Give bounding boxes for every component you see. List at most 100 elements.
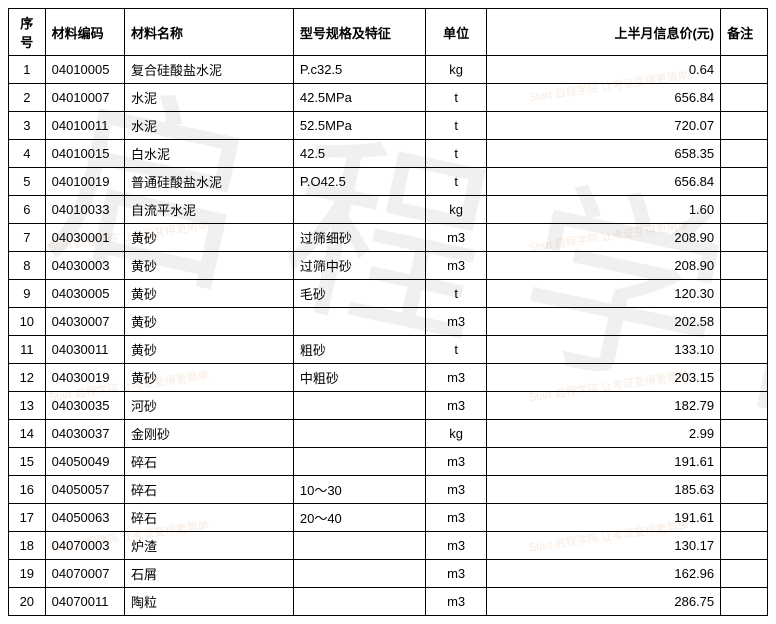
cell-note bbox=[721, 196, 768, 224]
cell-price: 133.10 bbox=[487, 336, 721, 364]
cell-code: 04050057 bbox=[45, 476, 124, 504]
cell-seq: 10 bbox=[9, 308, 46, 336]
cell-unit: m3 bbox=[426, 476, 487, 504]
column-header-spec: 型号规格及特征 bbox=[293, 9, 425, 56]
cell-unit: t bbox=[426, 336, 487, 364]
cell-spec bbox=[293, 532, 425, 560]
table-row: 1204030019黄砂中粗砂m3203.15 bbox=[9, 364, 768, 392]
cell-spec: 毛砂 bbox=[293, 280, 425, 308]
cell-note bbox=[721, 392, 768, 420]
column-header-name: 材料名称 bbox=[124, 9, 293, 56]
cell-name: 炉渣 bbox=[124, 532, 293, 560]
table-header-row: 序号材料编码材料名称型号规格及特征单位上半月信息价(元)备注 bbox=[9, 9, 768, 56]
cell-name: 黄砂 bbox=[124, 280, 293, 308]
cell-name: 碎石 bbox=[124, 504, 293, 532]
table-row: 1904070007石屑m3162.96 bbox=[9, 560, 768, 588]
cell-price: 203.15 bbox=[487, 364, 721, 392]
cell-spec bbox=[293, 308, 425, 336]
cell-code: 04050049 bbox=[45, 448, 124, 476]
cell-price: 130.17 bbox=[487, 532, 721, 560]
table-row: 1704050063碎石20～40m3191.61 bbox=[9, 504, 768, 532]
table-row: 1604050057碎石10～30m3185.63 bbox=[9, 476, 768, 504]
cell-price: 120.30 bbox=[487, 280, 721, 308]
cell-price: 720.07 bbox=[487, 112, 721, 140]
cell-seq: 17 bbox=[9, 504, 46, 532]
cell-price: 162.96 bbox=[487, 560, 721, 588]
cell-seq: 8 bbox=[9, 252, 46, 280]
cell-unit: t bbox=[426, 84, 487, 112]
cell-unit: t bbox=[426, 280, 487, 308]
cell-unit: m3 bbox=[426, 504, 487, 532]
cell-spec: 粗砂 bbox=[293, 336, 425, 364]
cell-price: 208.90 bbox=[487, 252, 721, 280]
cell-name: 黄砂 bbox=[124, 252, 293, 280]
cell-price: 656.84 bbox=[487, 168, 721, 196]
cell-name: 水泥 bbox=[124, 112, 293, 140]
table-row: 404010015白水泥42.5t658.35 bbox=[9, 140, 768, 168]
cell-code: 04030011 bbox=[45, 336, 124, 364]
cell-price: 658.35 bbox=[487, 140, 721, 168]
cell-seq: 2 bbox=[9, 84, 46, 112]
cell-seq: 18 bbox=[9, 532, 46, 560]
cell-note bbox=[721, 56, 768, 84]
cell-note bbox=[721, 252, 768, 280]
cell-code: 04030035 bbox=[45, 392, 124, 420]
cell-price: 182.79 bbox=[487, 392, 721, 420]
cell-name: 白水泥 bbox=[124, 140, 293, 168]
cell-name: 水泥 bbox=[124, 84, 293, 112]
cell-code: 04010019 bbox=[45, 168, 124, 196]
cell-name: 自流平水泥 bbox=[124, 196, 293, 224]
cell-price: 2.99 bbox=[487, 420, 721, 448]
cell-price: 1.60 bbox=[487, 196, 721, 224]
column-header-seq: 序号 bbox=[9, 9, 46, 56]
cell-unit: m3 bbox=[426, 560, 487, 588]
cell-unit: m3 bbox=[426, 308, 487, 336]
cell-code: 04010015 bbox=[45, 140, 124, 168]
cell-note bbox=[721, 560, 768, 588]
table-row: 804030003黄砂过筛中砂m3208.90 bbox=[9, 252, 768, 280]
cell-price: 286.75 bbox=[487, 588, 721, 616]
cell-seq: 14 bbox=[9, 420, 46, 448]
table-row: 704030001黄砂过筛细砂m3208.90 bbox=[9, 224, 768, 252]
table-row: 504010019普通硅酸盐水泥P.O42.5t656.84 bbox=[9, 168, 768, 196]
cell-price: 185.63 bbox=[487, 476, 721, 504]
table-header: 序号材料编码材料名称型号规格及特征单位上半月信息价(元)备注 bbox=[9, 9, 768, 56]
cell-spec: 42.5 bbox=[293, 140, 425, 168]
cell-spec bbox=[293, 588, 425, 616]
cell-spec: P.c32.5 bbox=[293, 56, 425, 84]
table-row: 1304030035河砂m3182.79 bbox=[9, 392, 768, 420]
table-wrapper: 启程学院 Start 启程学院 让考证变得更简单Start 启程学院 让考证变得… bbox=[8, 8, 768, 616]
cell-unit: m3 bbox=[426, 532, 487, 560]
column-header-note: 备注 bbox=[721, 9, 768, 56]
cell-name: 石屑 bbox=[124, 560, 293, 588]
cell-spec: 中粗砂 bbox=[293, 364, 425, 392]
cell-unit: t bbox=[426, 112, 487, 140]
cell-code: 04070007 bbox=[45, 560, 124, 588]
cell-note bbox=[721, 588, 768, 616]
materials-price-table: 序号材料编码材料名称型号规格及特征单位上半月信息价(元)备注 104010005… bbox=[8, 8, 768, 616]
cell-name: 黄砂 bbox=[124, 308, 293, 336]
cell-price: 208.90 bbox=[487, 224, 721, 252]
cell-name: 金刚砂 bbox=[124, 420, 293, 448]
cell-name: 黄砂 bbox=[124, 224, 293, 252]
cell-code: 04010033 bbox=[45, 196, 124, 224]
cell-spec: 过筛中砂 bbox=[293, 252, 425, 280]
column-header-code: 材料编码 bbox=[45, 9, 124, 56]
cell-spec: 10～30 bbox=[293, 476, 425, 504]
cell-unit: kg bbox=[426, 56, 487, 84]
cell-unit: t bbox=[426, 168, 487, 196]
cell-unit: kg bbox=[426, 420, 487, 448]
cell-code: 04010005 bbox=[45, 56, 124, 84]
cell-seq: 5 bbox=[9, 168, 46, 196]
cell-note bbox=[721, 112, 768, 140]
cell-code: 04070003 bbox=[45, 532, 124, 560]
cell-unit: m3 bbox=[426, 588, 487, 616]
cell-seq: 15 bbox=[9, 448, 46, 476]
cell-spec bbox=[293, 420, 425, 448]
cell-code: 04070011 bbox=[45, 588, 124, 616]
cell-price: 0.64 bbox=[487, 56, 721, 84]
cell-unit: m3 bbox=[426, 224, 487, 252]
cell-code: 04050063 bbox=[45, 504, 124, 532]
cell-seq: 7 bbox=[9, 224, 46, 252]
cell-price: 191.61 bbox=[487, 448, 721, 476]
